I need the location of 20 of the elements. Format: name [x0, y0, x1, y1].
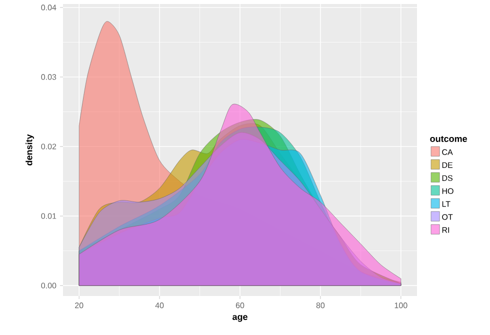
- x-axis-title: age: [232, 315, 248, 322]
- x-tick-label: 40: [155, 302, 164, 308]
- y-tick-label: 0.04: [41, 4, 56, 10]
- legend-label: HO: [442, 188, 454, 194]
- y-tick-label: 0.03: [41, 74, 56, 80]
- y-tick-label: 0.00: [41, 282, 56, 288]
- y-axis-title: density: [26, 134, 34, 166]
- legend-label: DS: [442, 175, 453, 181]
- x-tick-label: 80: [316, 302, 325, 308]
- legend-label: DE: [442, 162, 453, 168]
- y-tick-label: 0.01: [41, 213, 56, 219]
- legend-title: outcome: [430, 136, 468, 142]
- x-tick-label: 20: [75, 302, 84, 308]
- x-tick-label: 60: [236, 302, 244, 308]
- legend-label: RI: [442, 227, 450, 233]
- x-tick-label: 100: [394, 302, 408, 308]
- legend-label: CA: [442, 149, 453, 155]
- legend-label: OT: [442, 214, 453, 220]
- legend-label: LT: [442, 201, 450, 207]
- y-tick-label: 0.02: [41, 144, 56, 150]
